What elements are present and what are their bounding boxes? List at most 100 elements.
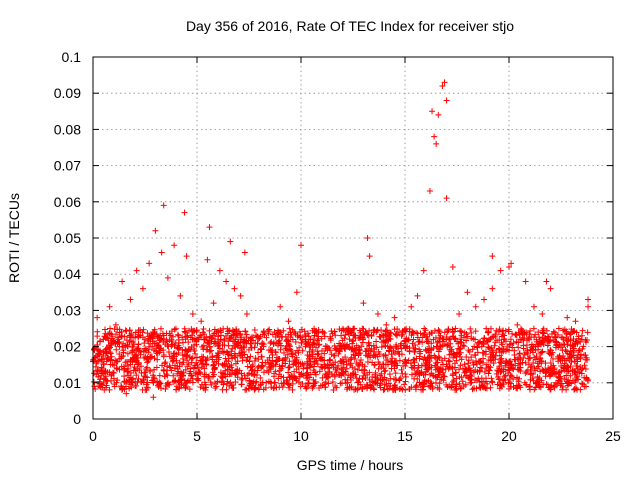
data-point-band	[143, 366, 150, 373]
data-point-band	[432, 360, 439, 367]
data-point	[285, 318, 292, 325]
x-tick-label: 15	[397, 428, 413, 444]
data-point-band	[453, 381, 460, 388]
data-point-band	[526, 383, 533, 390]
data-point	[231, 285, 238, 292]
data-point-band	[251, 344, 258, 351]
data-point	[119, 278, 126, 285]
data-point-band	[191, 348, 198, 355]
data-point-band	[263, 367, 270, 374]
data-point	[555, 325, 562, 332]
data-point-band	[345, 343, 352, 350]
data-point-band	[453, 386, 460, 393]
data-point-band	[300, 365, 307, 372]
data-point-band	[435, 326, 442, 333]
data-point	[123, 390, 130, 397]
data-point-band	[452, 335, 459, 342]
data-point-band	[96, 351, 103, 358]
data-point-band	[550, 355, 557, 362]
data-point	[210, 300, 217, 307]
data-point-band	[330, 352, 337, 359]
data-point-band	[469, 359, 476, 366]
data-point-band	[122, 383, 129, 390]
data-point	[530, 303, 537, 310]
data-point-band	[113, 358, 120, 365]
data-point	[318, 354, 325, 361]
data-point-band	[584, 329, 591, 336]
data-point-band	[98, 355, 105, 362]
data-point-band	[258, 353, 265, 360]
data-point-band	[300, 372, 307, 379]
data-point	[335, 350, 342, 357]
data-point	[383, 321, 390, 328]
data-point-band	[300, 361, 307, 368]
data-point	[268, 347, 275, 354]
data-point-band	[116, 326, 123, 333]
data-point	[241, 249, 248, 256]
data-point-band	[274, 342, 281, 349]
data-point-band	[347, 371, 354, 378]
data-point-band	[269, 331, 276, 338]
data-point-band	[101, 326, 108, 333]
data-point-band	[332, 332, 339, 339]
data-point	[127, 296, 134, 303]
data-point-band	[492, 333, 499, 340]
data-point-band	[220, 362, 227, 369]
data-point-band	[207, 379, 214, 386]
data-point-band	[225, 366, 232, 373]
data-point-band	[169, 354, 176, 361]
data-point-band	[561, 326, 568, 333]
data-point-band	[351, 345, 358, 352]
data-point-band	[577, 351, 584, 358]
data-point-band	[237, 330, 244, 337]
data-point-band	[208, 381, 215, 388]
data-point-band	[325, 380, 332, 387]
data-point-band	[401, 360, 408, 367]
data-point-band	[230, 384, 237, 391]
data-point-band	[554, 331, 561, 338]
data-point-band	[444, 342, 451, 349]
data-point-band	[201, 379, 208, 386]
data-point-band	[563, 372, 570, 379]
data-point-band	[305, 330, 312, 337]
data-point-band	[184, 379, 191, 386]
data-point-band	[559, 334, 566, 341]
data-point-band	[401, 338, 408, 345]
data-point-band	[328, 328, 335, 335]
y-tick-label: 0.04	[54, 266, 81, 282]
data-point-band	[321, 333, 328, 340]
data-point-band	[302, 343, 309, 350]
data-point-band	[168, 328, 175, 335]
data-point-band	[380, 386, 387, 393]
data-point	[223, 278, 230, 285]
data-point-band	[295, 349, 302, 356]
data-point-band	[262, 384, 269, 391]
data-point-band	[434, 384, 441, 391]
data-point-band	[90, 378, 97, 385]
data-point-band	[138, 363, 145, 370]
data-point-band	[124, 350, 131, 357]
data-point-band	[574, 358, 581, 365]
data-point-band	[269, 351, 276, 358]
data-point-band	[209, 354, 216, 361]
data-point-band	[174, 331, 181, 338]
data-point-band	[527, 327, 534, 334]
data-point-band	[193, 354, 200, 361]
data-point-band	[309, 385, 316, 392]
data-point-band	[170, 350, 177, 357]
data-point-band	[517, 368, 524, 375]
data-point-band	[495, 345, 502, 352]
data-point-band	[382, 352, 389, 359]
data-point-band	[171, 342, 178, 349]
data-point-band	[472, 377, 479, 384]
data-point-band	[468, 354, 475, 361]
data-point-band	[505, 379, 512, 386]
data-point-band	[415, 338, 422, 345]
data-point-band	[133, 382, 140, 389]
data-point-band	[351, 386, 358, 393]
data-point-band	[410, 336, 417, 343]
data-point-band	[535, 340, 542, 347]
data-point-band	[243, 331, 250, 338]
y-tick-label: 0.1	[62, 49, 82, 65]
data-point-band	[177, 381, 184, 388]
